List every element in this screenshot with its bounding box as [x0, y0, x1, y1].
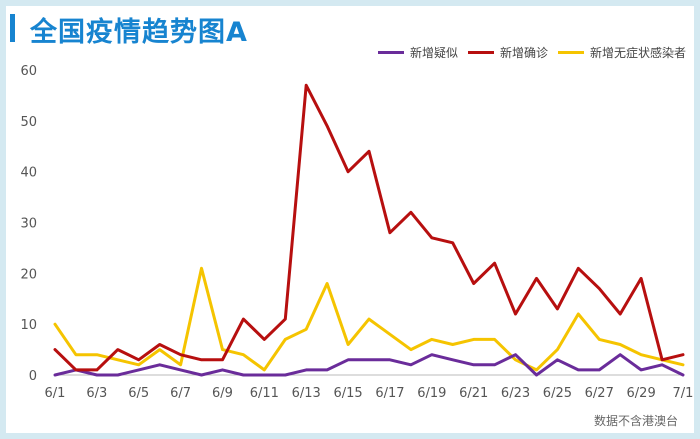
legend-item-suspected: 新增疑似	[377, 44, 458, 61]
series-line-asymptomatic	[53, 266, 685, 372]
x-tick-label: 7/1	[673, 386, 694, 401]
legend-swatch-suspected	[377, 51, 404, 54]
x-tick-label: 6/27	[585, 386, 614, 401]
x-tick-label: 6/1	[45, 386, 66, 401]
y-tick-label: 50	[20, 115, 37, 130]
x-tick-label: 6/23	[501, 386, 530, 401]
y-tick-label: 10	[20, 318, 37, 333]
y-tick-label: 20	[20, 267, 37, 282]
x-tick-label: 6/3	[86, 386, 107, 401]
legend-item-asymptomatic: 新增无症状感染者	[557, 44, 686, 61]
x-tick-label: 6/29	[627, 386, 656, 401]
series-line-confirmed	[53, 83, 685, 372]
footnote: 数据不含港澳台	[593, 414, 678, 428]
legend-label-asymptomatic: 新增无症状感染者	[589, 46, 686, 60]
x-tick-label: 6/5	[128, 386, 149, 401]
series-line-suspected	[53, 353, 685, 377]
legend-label-confirmed: 新增确诊	[499, 46, 548, 60]
x-tick-label: 6/15	[333, 386, 362, 401]
y-tick-label: 60	[20, 64, 37, 79]
y-tick-label: 30	[20, 217, 37, 232]
legend-item-confirmed: 新增确诊	[467, 44, 548, 61]
y-tick-label: 40	[20, 166, 37, 181]
title-accent-bar	[10, 14, 15, 42]
x-tick-label: 6/7	[170, 386, 191, 401]
x-tick-label: 6/25	[543, 386, 572, 401]
y-tick-label: 0	[29, 369, 37, 384]
x-tick-label: 6/17	[375, 386, 404, 401]
legend-label-suspected: 新增疑似	[409, 46, 458, 60]
chart-title: 全国疫情趋势图A	[30, 17, 248, 48]
x-tick-label: 6/9	[212, 386, 233, 401]
x-tick-label: 6/21	[459, 386, 488, 401]
x-tick-label: 6/19	[417, 386, 446, 401]
x-tick-label: 6/13	[292, 386, 321, 401]
legend-swatch-asymptomatic	[557, 51, 584, 54]
x-tick-label: 6/11	[250, 386, 279, 401]
legend: 新增疑似 新增确诊 新增无症状感染者	[377, 44, 686, 61]
legend-swatch-confirmed	[467, 51, 494, 54]
